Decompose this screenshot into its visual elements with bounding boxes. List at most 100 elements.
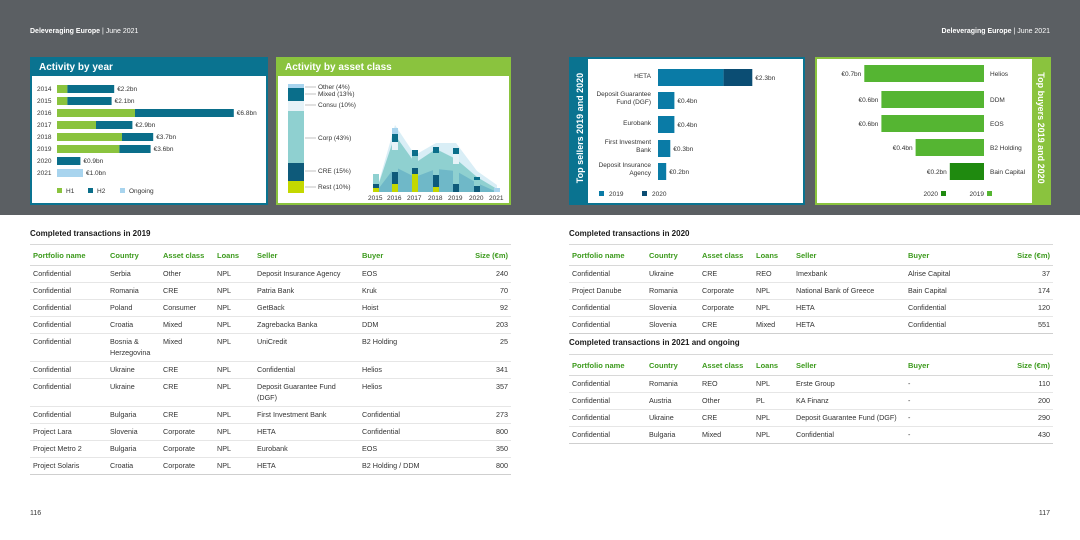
table-cell: Corporate xyxy=(699,282,753,300)
table-cell: Project Solaris xyxy=(30,457,107,475)
table-row: Confidential Ukraine CRE NPL Deposit Guarant… xyxy=(569,409,1053,427)
table-cell: 430 xyxy=(995,426,1053,444)
table-cell: Romania xyxy=(107,282,160,300)
table-cell: First Investment Bank xyxy=(254,406,359,424)
table-cell: Ukraine xyxy=(646,265,699,283)
table-cell: DDM xyxy=(359,316,451,334)
year-label: 2021 xyxy=(37,170,52,177)
legend-label: Rest (10%) xyxy=(318,184,351,191)
column-header: Seller xyxy=(254,244,359,266)
value-label: €0.2bn xyxy=(669,169,689,176)
table-cell: 551 xyxy=(995,316,1053,334)
legend-swatch xyxy=(599,191,604,196)
column-header: Country xyxy=(646,354,699,376)
table-cell: Kruk xyxy=(359,282,451,300)
table-cell: Corporate xyxy=(160,440,214,458)
column-segment xyxy=(392,134,398,142)
bar-h1 xyxy=(57,133,122,141)
table-cell: Confidential xyxy=(30,406,107,424)
value-label: €2.3bn xyxy=(755,75,775,82)
column-header: Asset class xyxy=(699,354,753,376)
table-cell: 174 xyxy=(995,282,1053,300)
table-cell: Confidential xyxy=(254,361,359,379)
table-cell: Imexbank xyxy=(793,265,905,283)
table-cell: Confidential xyxy=(359,423,451,441)
table-cell: 110 xyxy=(995,375,1053,393)
legend-swatch xyxy=(642,191,647,196)
column-segment xyxy=(453,164,459,184)
column-segment xyxy=(453,154,459,164)
table-cell: HETA xyxy=(254,457,359,475)
table-cell: Deposit Insurance Agency xyxy=(254,265,359,283)
year-tick: 2016 xyxy=(387,195,402,202)
table-cell: Corporate xyxy=(160,423,214,441)
stack-segment xyxy=(288,84,304,88)
seller-name: First Investment xyxy=(605,139,651,146)
table-cell: 800 xyxy=(451,457,511,475)
table-cell: Project Danube xyxy=(569,282,646,300)
table-cell: Croatia xyxy=(107,457,160,475)
column-header: Buyer xyxy=(359,244,451,266)
column-segment xyxy=(433,175,439,187)
bar-2020 xyxy=(723,69,753,86)
value-label: €2.2bn xyxy=(117,86,137,93)
table-cell: Austria xyxy=(646,392,699,410)
table-cell: Confidential xyxy=(30,265,107,283)
legend-swatch xyxy=(88,188,93,193)
transactions-2020-table: Portfolio name Country Asset class Loans Sel… xyxy=(569,244,1053,334)
legend-swatch xyxy=(941,191,946,196)
table-cell: 341 xyxy=(451,361,511,379)
year-label: 2020 xyxy=(37,158,52,165)
table-cell: 240 xyxy=(451,265,511,283)
table-cell: Eurobank xyxy=(254,440,359,458)
table-title-2019: Completed transactions in 2019 xyxy=(30,229,151,238)
legend-label: 2020 xyxy=(652,191,667,198)
bar-2019 xyxy=(915,139,984,156)
buyer-name: B2 Holding xyxy=(990,145,1022,152)
column-header: Country xyxy=(107,244,160,266)
stack-segment xyxy=(288,88,304,101)
table-cell: NPL xyxy=(214,361,254,379)
column-header: Loans xyxy=(214,244,254,266)
table-cell: Erste Group xyxy=(793,375,905,393)
table-cell: CRE xyxy=(699,409,753,427)
top-buyers-chart: €0.7bn Helios €0.6bn DDM €0.6bn EOS €0.4bn B2 H… xyxy=(841,65,1026,198)
buyer-name: DDM xyxy=(990,97,1005,104)
table-cell: CRE xyxy=(160,406,214,424)
table-header-row: Portfolio name Country Asset class Loans Sel… xyxy=(569,244,1053,266)
table-cell: HETA xyxy=(793,316,905,334)
bar-2019 xyxy=(658,116,675,133)
table-cell: GetBack xyxy=(254,299,359,317)
table-cell: NPL xyxy=(753,299,793,317)
column-segment xyxy=(373,184,379,188)
column-segment xyxy=(392,128,398,134)
table-cell: Croatia xyxy=(107,316,160,334)
table-cell: 290 xyxy=(995,409,1053,427)
table-row: Confidential Bosnia & Herzegovina Mixed NPL… xyxy=(30,333,511,362)
table-cell: - xyxy=(905,375,995,393)
table-row: Project Metro 2 Bulgaria Corporate NPL Eurob… xyxy=(30,440,511,458)
column-segment xyxy=(392,150,398,172)
table-row: Confidential Slovenia Corporate NPL HETA Conf… xyxy=(569,299,1053,317)
bar-2019 xyxy=(658,140,671,157)
table-cell: Bulgaria xyxy=(646,426,699,444)
table-row: Confidential Ukraine CRE NPL Confidential Hel… xyxy=(30,361,511,379)
table-cell: Helios xyxy=(359,361,451,379)
table-title-2020: Completed transactions in 2020 xyxy=(569,229,690,238)
legend-label: H1 xyxy=(66,188,75,195)
table-cell: Mixed xyxy=(160,316,214,334)
table-cell: 800 xyxy=(451,423,511,441)
column-segment xyxy=(373,174,379,184)
table-cell: Confidential xyxy=(793,426,905,444)
table-cell: Confidential xyxy=(905,316,995,334)
seller-name: Bank xyxy=(636,147,652,154)
table-row: Confidential Bulgaria CRE NPL First Investme… xyxy=(30,406,511,424)
table-cell: NPL xyxy=(214,440,254,458)
column-header: Portfolio name xyxy=(569,354,646,376)
table-row: Confidential Ukraine CRE NPL Deposit Guarant… xyxy=(30,378,511,407)
table-cell: NPL xyxy=(753,426,793,444)
table-cell: Serbia xyxy=(107,265,160,283)
legend-label: 2019 xyxy=(609,191,624,198)
column-header: Size (€m) xyxy=(995,244,1053,266)
column-segment xyxy=(474,180,480,186)
